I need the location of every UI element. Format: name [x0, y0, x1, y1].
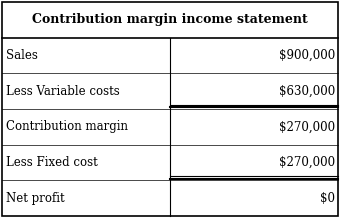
Text: Less Fixed cost: Less Fixed cost — [6, 156, 98, 169]
Text: Contribution margin income statement: Contribution margin income statement — [32, 13, 308, 26]
Text: Less Variable costs: Less Variable costs — [6, 85, 120, 98]
Text: $270,000: $270,000 — [279, 156, 335, 169]
Text: Sales: Sales — [6, 49, 38, 62]
Text: $630,000: $630,000 — [279, 85, 335, 98]
Text: Net profit: Net profit — [6, 192, 65, 205]
Text: $900,000: $900,000 — [279, 49, 335, 62]
Text: $0: $0 — [320, 192, 335, 205]
Text: Contribution margin: Contribution margin — [6, 120, 128, 133]
Text: $270,000: $270,000 — [279, 120, 335, 133]
